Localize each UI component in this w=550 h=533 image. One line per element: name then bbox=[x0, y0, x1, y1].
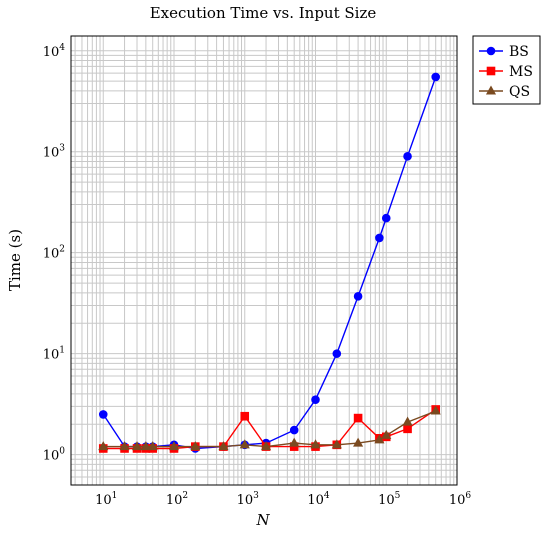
x-tick-labels: 101 102 103 104 105 106 bbox=[95, 491, 471, 508]
data-point-bs bbox=[289, 425, 299, 435]
x-tick-label: 103 bbox=[237, 491, 260, 508]
data-point-bs bbox=[98, 410, 108, 419]
y-tick-label: 103 bbox=[43, 144, 66, 161]
data-point-qs bbox=[140, 441, 151, 451]
data-point-bs bbox=[381, 213, 391, 223]
data-point-ms bbox=[353, 413, 363, 423]
legend-item-qs: QS bbox=[479, 84, 530, 100]
x-tick-label: 105 bbox=[378, 491, 401, 508]
data-point-qs bbox=[260, 441, 272, 451]
data-point-qs bbox=[353, 437, 364, 447]
data-point-ms bbox=[403, 424, 412, 434]
y-tick-label: 101 bbox=[43, 346, 65, 363]
grid-lines bbox=[71, 36, 458, 486]
legend-item-bs: BS bbox=[479, 44, 529, 60]
legend-label-qs: QS bbox=[509, 84, 530, 100]
legend-label-ms: MS bbox=[509, 64, 533, 80]
x-tick-label: 106 bbox=[449, 491, 472, 508]
legend-marker-bs bbox=[486, 46, 496, 56]
data-point-qs bbox=[119, 441, 130, 451]
legend-item-ms: MS bbox=[479, 64, 533, 80]
data-point-bs bbox=[403, 152, 412, 161]
data-point-qs bbox=[147, 441, 158, 451]
data-point-qs bbox=[402, 416, 413, 426]
legend-marker-qs bbox=[485, 85, 497, 95]
legend-marker-ms bbox=[486, 66, 496, 76]
data-point-bs bbox=[353, 291, 363, 301]
legend-frame bbox=[472, 35, 541, 105]
data-point-bs bbox=[431, 72, 441, 82]
data-point-qs bbox=[190, 441, 201, 451]
plot-area-frame bbox=[70, 35, 458, 486]
x-axis-label: N bbox=[255, 511, 270, 529]
data-point-qs bbox=[430, 405, 441, 415]
data-point-qs bbox=[218, 441, 229, 451]
x-tick-label: 102 bbox=[166, 491, 188, 508]
y-axis-label: Time (s) bbox=[6, 229, 24, 291]
data-point-qs bbox=[374, 434, 385, 444]
legend-label-bs: BS bbox=[509, 44, 529, 60]
y-tick-label: 104 bbox=[43, 43, 66, 60]
x-tick-label: 101 bbox=[95, 491, 117, 508]
data-point-qs bbox=[331, 439, 342, 449]
data-point-qs bbox=[98, 441, 109, 451]
data-point-qs bbox=[131, 441, 143, 451]
y-tick-label: 102 bbox=[43, 245, 65, 262]
y-tick-label: 100 bbox=[43, 447, 66, 464]
data-point-qs bbox=[310, 439, 321, 449]
series-qs bbox=[98, 405, 441, 451]
legend: BS MS QS bbox=[472, 35, 541, 105]
data-point-qs bbox=[289, 437, 300, 447]
series-layer bbox=[98, 72, 441, 453]
data-point-qs bbox=[239, 439, 250, 449]
data-point-qs bbox=[381, 429, 392, 439]
data-point-bs bbox=[332, 349, 342, 358]
data-point-bs bbox=[311, 395, 320, 404]
data-point-bs bbox=[375, 233, 384, 243]
data-point-ms bbox=[240, 411, 250, 421]
chart-title: Execution Time vs. Input Size bbox=[150, 4, 377, 22]
x-tick-label: 104 bbox=[307, 491, 330, 508]
y-tick-labels: 100 101 102 103 104 bbox=[43, 43, 66, 464]
data-point-qs bbox=[168, 441, 180, 451]
